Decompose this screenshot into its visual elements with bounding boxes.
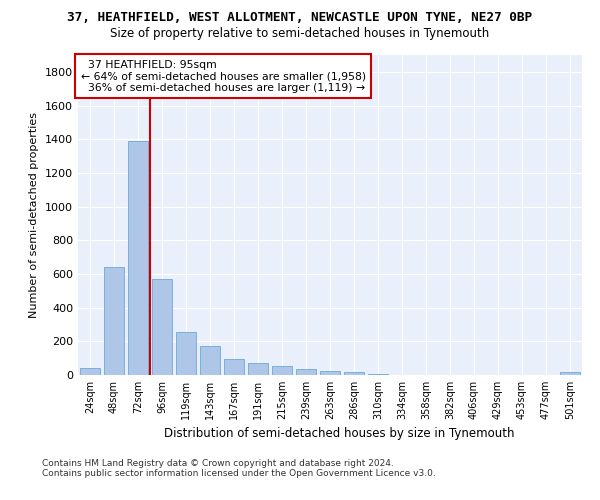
Bar: [272, 366, 292, 375]
Text: Contains public sector information licensed under the Open Government Licence v3: Contains public sector information licen…: [42, 468, 436, 477]
Text: Distribution of semi-detached houses by size in Tynemouth: Distribution of semi-detached houses by …: [164, 428, 514, 440]
Bar: [200, 346, 220, 375]
Bar: [320, 371, 340, 375]
Bar: [296, 369, 316, 375]
Bar: [104, 267, 124, 375]
Text: Contains HM Land Registry data © Crown copyright and database right 2024.: Contains HM Land Registry data © Crown c…: [42, 458, 394, 468]
Bar: [152, 279, 172, 375]
Bar: [368, 374, 388, 375]
Y-axis label: Number of semi-detached properties: Number of semi-detached properties: [29, 112, 40, 318]
Text: Size of property relative to semi-detached houses in Tynemouth: Size of property relative to semi-detach…: [110, 28, 490, 40]
Bar: [560, 372, 580, 375]
Bar: [248, 363, 268, 375]
Bar: [224, 359, 244, 375]
Bar: [176, 332, 196, 375]
Bar: [344, 372, 364, 375]
Bar: [80, 368, 100, 375]
Bar: [128, 141, 148, 375]
Text: 37 HEATHFIELD: 95sqm
← 64% of semi-detached houses are smaller (1,958)
  36% of : 37 HEATHFIELD: 95sqm ← 64% of semi-detac…: [80, 60, 365, 93]
Text: 37, HEATHFIELD, WEST ALLOTMENT, NEWCASTLE UPON TYNE, NE27 0BP: 37, HEATHFIELD, WEST ALLOTMENT, NEWCASTL…: [67, 11, 533, 24]
